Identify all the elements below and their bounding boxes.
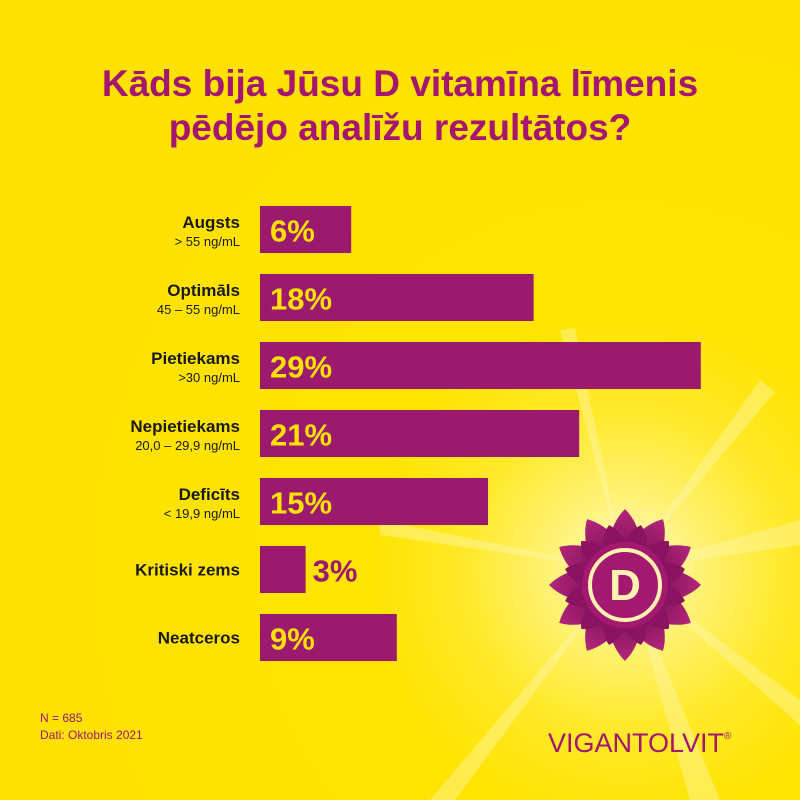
category-label-5: Deficīts	[179, 485, 240, 504]
bar-value-label-3: 29%	[270, 350, 332, 385]
title-line-1: Kāds bija Jūsu D vitamīna līmenis	[101, 63, 699, 104]
bar-2	[260, 274, 534, 321]
bar-value-label-2: 18%	[270, 282, 332, 317]
bar-5	[260, 478, 488, 525]
category-label-2: Optimāls	[167, 281, 240, 300]
bar-value-label-7: 9%	[270, 622, 315, 657]
category-sublabel-4: 20,0 – 29,9 ng/mL	[135, 438, 240, 453]
brand-name: VIGANTOLVIT	[548, 728, 725, 758]
bar-7	[260, 614, 397, 661]
chart-title: Kāds bija Jūsu D vitamīna līmenis pēdējo…	[0, 62, 800, 150]
bar-value-label-4: 21%	[270, 418, 332, 453]
sun-letter: D	[609, 561, 641, 610]
category-label-4: Nepietiekams	[130, 417, 240, 436]
vitamin-d-sun-icon: D	[549, 509, 701, 661]
bar-6	[260, 546, 306, 593]
bar-value-label-1: 6%	[270, 214, 315, 249]
category-label-3: Pietiekams	[151, 349, 240, 368]
sample-size: N = 685	[40, 711, 83, 725]
bar-value-label-5: 15%	[270, 486, 332, 521]
bar-1	[260, 206, 352, 253]
category-sublabel-3: >30 ng/mL	[178, 370, 240, 385]
category-sublabel-2: 45 – 55 ng/mL	[157, 302, 240, 317]
registered-mark: ®	[724, 731, 732, 742]
bar-4	[260, 410, 580, 457]
bar-3	[260, 342, 701, 389]
category-sublabel-1: > 55 ng/mL	[175, 234, 240, 249]
brand-logo: VIGANTOLVIT®	[548, 728, 731, 759]
category-label-6: Kritiski zems	[135, 561, 240, 580]
category-sublabel-5: < 19,9 ng/mL	[164, 506, 240, 521]
category-label-1: Augsts	[182, 213, 240, 232]
category-label-7: Neatceros	[158, 629, 240, 648]
bar-value-label-6: 3%	[313, 554, 358, 589]
footnote: N = 685 Dati: Oktobris 2021	[40, 710, 143, 744]
data-date: Dati: Oktobris 2021	[40, 728, 143, 742]
title-line-2: pēdējo analīžu rezultātos?	[168, 107, 632, 148]
